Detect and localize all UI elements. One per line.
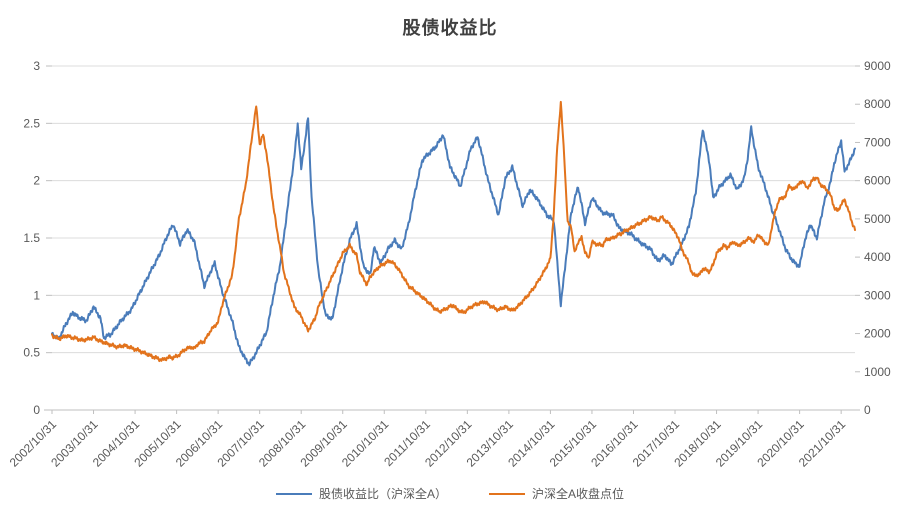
legend-label-ratio: 股债收益比（沪深全A） [318, 487, 447, 501]
series-line-ratio [51, 117, 856, 367]
y-right-tick-label: 6000 [864, 174, 891, 188]
y-right-tick-label: 5000 [864, 212, 891, 226]
y-right-tick-label: 8000 [864, 97, 891, 111]
y-left-tick-label: 1 [33, 288, 40, 302]
y-left-tick-label: 2 [33, 174, 40, 188]
y-left-tick-label: 0.5 [23, 346, 40, 360]
y-right-tick-label: 7000 [864, 135, 891, 149]
y-right-tick-label: 4000 [864, 250, 891, 264]
y-left-tick-label: 0 [33, 403, 40, 417]
y-right-tick-label: 1000 [864, 365, 891, 379]
y-left-tick-label: 3 [33, 59, 40, 73]
legend-label-close: 沪深全A收盘点位 [532, 487, 625, 501]
legend-swatch-orange-line [489, 492, 525, 495]
legend-item-close: 沪深全A收盘点位 [489, 485, 624, 502]
y-left-tick-label: 2.5 [23, 116, 40, 130]
legend: 股债收益比（沪深全A） 沪深全A收盘点位 [0, 485, 900, 502]
y-right-tick-label: 0 [864, 403, 871, 417]
y-right-tick-label: 3000 [864, 288, 891, 302]
series-line-close [51, 100, 856, 363]
y-right-tick-label: 9000 [864, 59, 891, 73]
legend-swatch-blue-line [275, 492, 312, 495]
y-left-tick-label: 1.5 [23, 231, 40, 245]
y-right-tick-label: 2000 [864, 327, 891, 341]
legend-item-ratio: 股债收益比（沪深全A） [275, 485, 447, 502]
chart-title: 股债收益比 [402, 18, 498, 38]
